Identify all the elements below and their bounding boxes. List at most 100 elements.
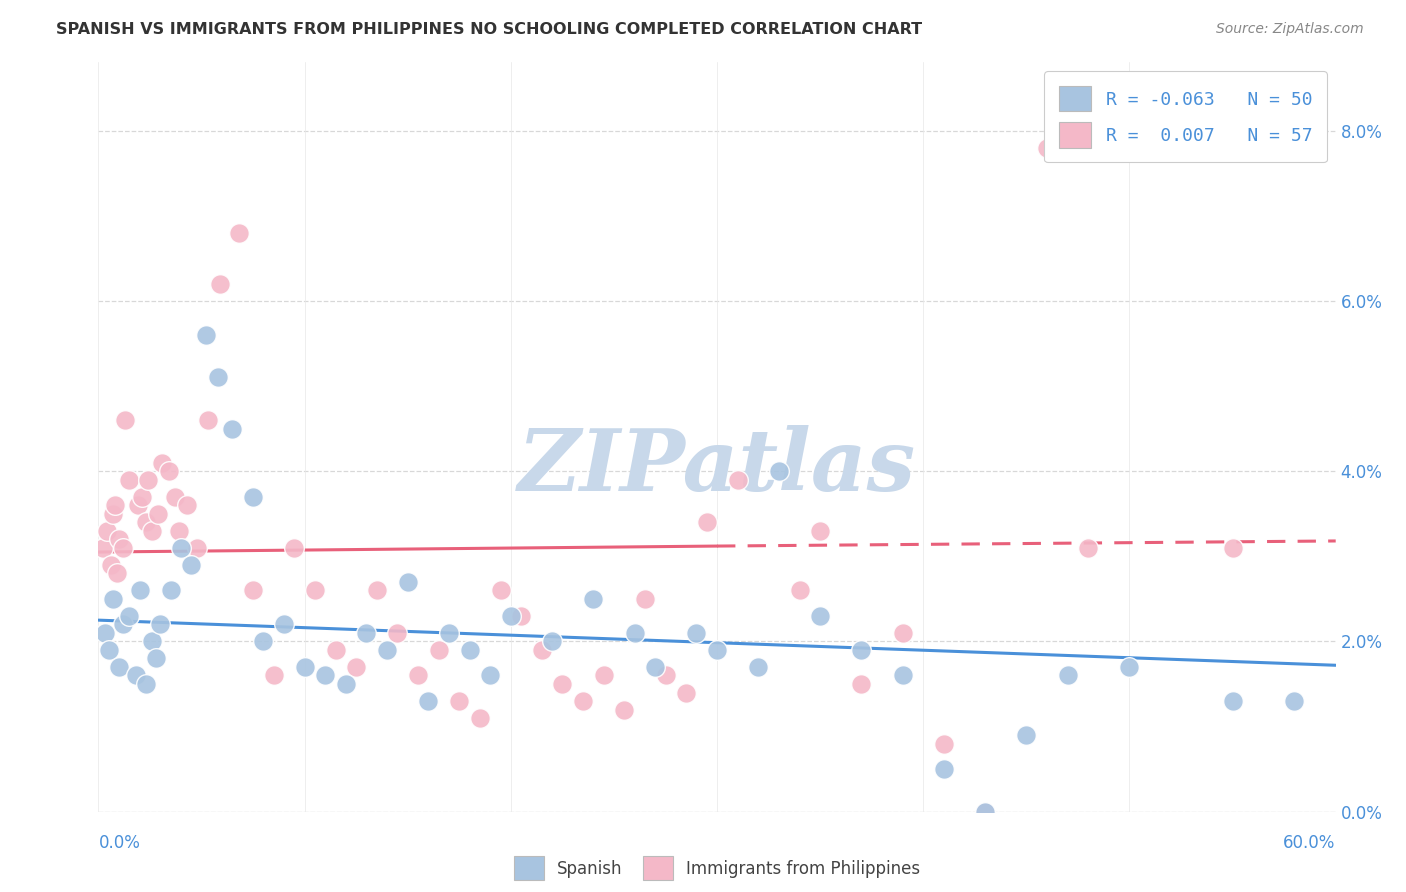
Point: [572, 694, 595, 708]
Point: [150, 456, 173, 470]
Point: [91, 541, 114, 555]
Point: [675, 685, 697, 699]
Point: [112, 617, 135, 632]
Point: [228, 226, 250, 240]
Point: [768, 464, 790, 478]
Point: [128, 583, 150, 598]
Point: [851, 643, 873, 657]
Point: [551, 677, 574, 691]
Point: [294, 660, 316, 674]
Point: [159, 583, 181, 598]
Point: [242, 583, 264, 598]
Point: [427, 643, 450, 657]
Point: [335, 677, 357, 691]
Point: [114, 413, 136, 427]
Point: [1118, 660, 1140, 674]
Point: [418, 694, 440, 708]
Point: [499, 608, 522, 623]
Point: [242, 490, 264, 504]
Point: [582, 591, 605, 606]
Point: [541, 634, 564, 648]
Point: [808, 524, 831, 538]
Point: [592, 668, 614, 682]
Point: [118, 608, 141, 623]
Point: [696, 515, 718, 529]
Point: [283, 541, 305, 555]
Point: [149, 617, 172, 632]
Point: [644, 660, 666, 674]
Point: [97, 643, 120, 657]
Point: [135, 515, 157, 529]
Text: SPANISH VS IMMIGRANTS FROM PHILIPPINES NO SCHOOLING COMPLETED CORRELATION CHART: SPANISH VS IMMIGRANTS FROM PHILIPPINES N…: [56, 22, 922, 37]
Point: [263, 668, 285, 682]
Point: [108, 660, 131, 674]
Point: [479, 668, 502, 682]
Point: [127, 498, 149, 512]
Point: [468, 711, 491, 725]
Point: [141, 524, 163, 538]
Point: [634, 591, 657, 606]
Point: [1036, 140, 1059, 154]
Point: [157, 464, 180, 478]
Point: [727, 473, 749, 487]
Text: 0.0%: 0.0%: [98, 834, 141, 852]
Point: [180, 558, 202, 572]
Point: [108, 533, 131, 547]
Point: [167, 524, 190, 538]
Point: [396, 574, 419, 589]
Point: [124, 668, 146, 682]
Point: [105, 566, 128, 581]
Point: [207, 370, 229, 384]
Point: [706, 643, 728, 657]
Point: [932, 737, 955, 751]
Point: [1077, 541, 1099, 555]
Point: [489, 583, 512, 598]
Point: [325, 643, 347, 657]
Point: [163, 490, 186, 504]
Text: 60.0%: 60.0%: [1284, 834, 1336, 852]
Point: [101, 591, 124, 606]
Point: [1056, 668, 1078, 682]
Point: [176, 498, 198, 512]
Point: [96, 524, 118, 538]
Point: [808, 608, 831, 623]
Point: [186, 541, 208, 555]
Point: [891, 668, 914, 682]
Point: [101, 507, 124, 521]
Point: [891, 626, 914, 640]
Point: [131, 490, 153, 504]
Point: [1284, 694, 1306, 708]
Point: [974, 805, 997, 819]
Point: [510, 608, 533, 623]
Legend: Spanish, Immigrants from Philippines: Spanish, Immigrants from Philippines: [501, 843, 934, 892]
Point: [1222, 541, 1244, 555]
Point: [145, 651, 167, 665]
Point: [141, 634, 163, 648]
Point: [273, 617, 295, 632]
Point: [104, 498, 127, 512]
Point: [304, 583, 326, 598]
Point: [375, 643, 398, 657]
Point: [135, 677, 157, 691]
Point: [437, 626, 460, 640]
Point: [654, 668, 676, 682]
Text: Source: ZipAtlas.com: Source: ZipAtlas.com: [1216, 22, 1364, 37]
Point: [221, 421, 243, 435]
Point: [530, 643, 553, 657]
Text: ZIPatlas: ZIPatlas: [517, 425, 917, 508]
Point: [387, 626, 409, 640]
Point: [112, 541, 135, 555]
Point: [449, 694, 471, 708]
Point: [136, 473, 159, 487]
Point: [356, 626, 378, 640]
Point: [1222, 694, 1244, 708]
Point: [148, 507, 170, 521]
Point: [747, 660, 769, 674]
Point: [789, 583, 811, 598]
Point: [932, 762, 955, 776]
Point: [974, 805, 997, 819]
Point: [197, 413, 219, 427]
Point: [366, 583, 388, 598]
Point: [344, 660, 367, 674]
Point: [406, 668, 429, 682]
